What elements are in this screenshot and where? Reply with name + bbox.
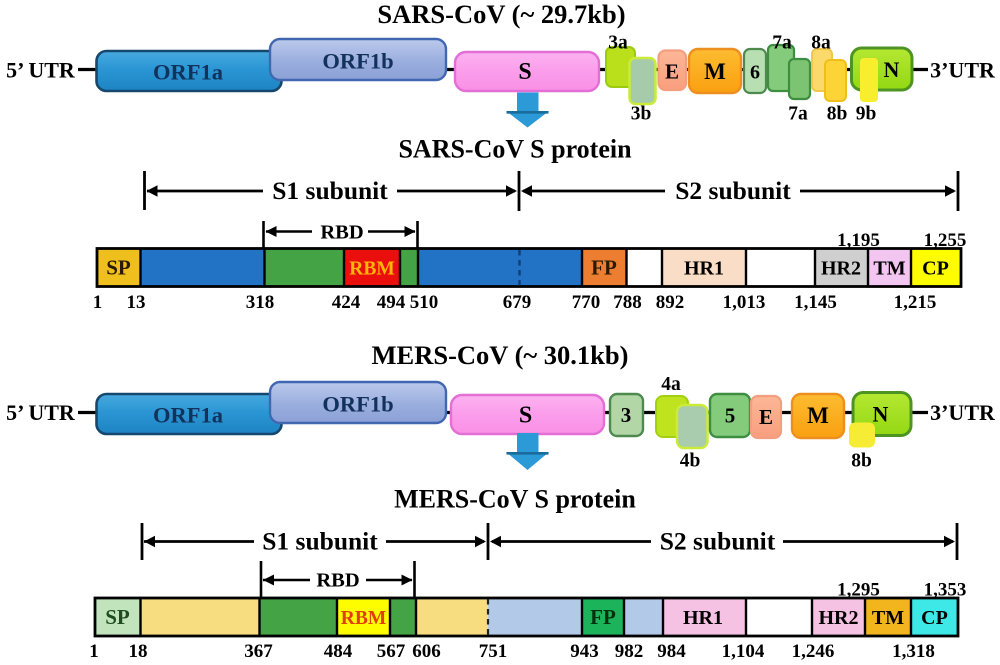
svg-text:3b: 3b bbox=[631, 104, 652, 125]
svg-text:8b: 8b bbox=[827, 104, 848, 125]
svg-text:13: 13 bbox=[127, 292, 146, 313]
svg-text:679: 679 bbox=[503, 292, 532, 313]
svg-text:751: 751 bbox=[479, 641, 508, 662]
svg-text:318: 318 bbox=[246, 292, 275, 313]
svg-text:SP: SP bbox=[106, 256, 131, 280]
svg-text:M: M bbox=[704, 59, 726, 84]
svg-text:3’UTR: 3’UTR bbox=[930, 58, 996, 83]
svg-text:1: 1 bbox=[89, 641, 99, 662]
svg-text:E: E bbox=[665, 60, 679, 84]
svg-text:1,318: 1,318 bbox=[892, 641, 935, 662]
svg-text:5: 5 bbox=[725, 404, 736, 428]
svg-text:S: S bbox=[518, 59, 531, 85]
svg-text:1,295: 1,295 bbox=[837, 580, 880, 601]
svg-text:367: 367 bbox=[244, 641, 273, 662]
svg-text:6: 6 bbox=[750, 62, 760, 84]
svg-text:982: 982 bbox=[615, 641, 644, 662]
svg-text:1,215: 1,215 bbox=[894, 292, 937, 313]
svg-text:MERS-CoV (~ 30.1kb): MERS-CoV (~ 30.1kb) bbox=[372, 340, 629, 370]
svg-text:5’ UTR: 5’ UTR bbox=[6, 400, 76, 425]
svg-text:ORF1b: ORF1b bbox=[322, 392, 393, 417]
svg-text:S1 subunit: S1 subunit bbox=[272, 176, 388, 205]
svg-text:HR1: HR1 bbox=[684, 258, 724, 280]
svg-text:RBM: RBM bbox=[341, 608, 387, 629]
svg-text:MERS-CoV S protein: MERS-CoV S protein bbox=[394, 485, 636, 514]
svg-text:4a: 4a bbox=[661, 374, 681, 395]
svg-text:9b: 9b bbox=[856, 104, 877, 125]
svg-text:484: 484 bbox=[324, 641, 353, 662]
svg-text:5’ UTR: 5’ UTR bbox=[6, 58, 76, 83]
svg-text:3: 3 bbox=[621, 403, 632, 427]
svg-text:TM: TM bbox=[873, 258, 905, 280]
svg-text:CP: CP bbox=[922, 258, 949, 280]
svg-text:892: 892 bbox=[656, 292, 685, 313]
svg-text:FP: FP bbox=[590, 605, 616, 629]
svg-text:ORF1a: ORF1a bbox=[153, 403, 223, 428]
svg-text:HR2: HR2 bbox=[821, 258, 861, 280]
svg-text:984: 984 bbox=[657, 641, 686, 662]
svg-text:N: N bbox=[873, 402, 889, 427]
svg-text:ORF1a: ORF1a bbox=[153, 60, 223, 85]
svg-text:1,255: 1,255 bbox=[924, 230, 967, 251]
svg-text:S1 subunit: S1 subunit bbox=[262, 527, 378, 556]
svg-text:8a: 8a bbox=[811, 33, 831, 54]
svg-text:7a: 7a bbox=[772, 33, 792, 54]
svg-text:TM: TM bbox=[872, 607, 904, 629]
svg-text:1,145: 1,145 bbox=[794, 292, 837, 313]
svg-text:788: 788 bbox=[613, 292, 642, 313]
svg-text:S2 subunit: S2 subunit bbox=[675, 176, 791, 205]
svg-text:510: 510 bbox=[410, 292, 439, 313]
svg-text:943: 943 bbox=[570, 641, 599, 662]
svg-text:RBD: RBD bbox=[320, 222, 363, 244]
svg-text:RBM: RBM bbox=[349, 259, 395, 280]
svg-text:M: M bbox=[807, 403, 829, 428]
svg-text:S2 subunit: S2 subunit bbox=[660, 527, 776, 556]
svg-text:494: 494 bbox=[377, 292, 406, 313]
svg-text:E: E bbox=[759, 405, 773, 429]
svg-text:CP: CP bbox=[921, 607, 948, 629]
svg-text:SARS-CoV S protein: SARS-CoV S protein bbox=[398, 135, 632, 164]
svg-text:ORF1b: ORF1b bbox=[322, 49, 393, 74]
svg-text:1,246: 1,246 bbox=[792, 641, 835, 662]
svg-text:1: 1 bbox=[93, 292, 103, 313]
svg-text:RBD: RBD bbox=[316, 570, 359, 592]
svg-text:424: 424 bbox=[332, 292, 361, 313]
svg-text:1,104: 1,104 bbox=[722, 641, 765, 662]
svg-text:SARS-CoV (~ 29.7kb): SARS-CoV (~ 29.7kb) bbox=[377, 0, 625, 29]
svg-text:S: S bbox=[519, 403, 532, 429]
svg-text:770: 770 bbox=[572, 292, 601, 313]
svg-text:1,013: 1,013 bbox=[723, 292, 766, 313]
svg-text:FP: FP bbox=[591, 256, 617, 280]
svg-text:1,353: 1,353 bbox=[924, 580, 967, 601]
svg-text:3’UTR: 3’UTR bbox=[930, 400, 996, 425]
svg-text:1,195: 1,195 bbox=[837, 230, 880, 251]
svg-text:7a: 7a bbox=[788, 104, 808, 125]
svg-text:HR2: HR2 bbox=[819, 607, 859, 629]
svg-text:SP: SP bbox=[105, 605, 130, 629]
svg-text:HR1: HR1 bbox=[683, 607, 723, 629]
svg-text:N: N bbox=[884, 57, 900, 82]
svg-text:18: 18 bbox=[129, 641, 148, 662]
svg-text:8b: 8b bbox=[851, 451, 872, 472]
svg-text:606: 606 bbox=[412, 641, 441, 662]
svg-text:3a: 3a bbox=[608, 33, 628, 54]
svg-text:567: 567 bbox=[377, 641, 406, 662]
svg-text:4b: 4b bbox=[680, 451, 701, 472]
